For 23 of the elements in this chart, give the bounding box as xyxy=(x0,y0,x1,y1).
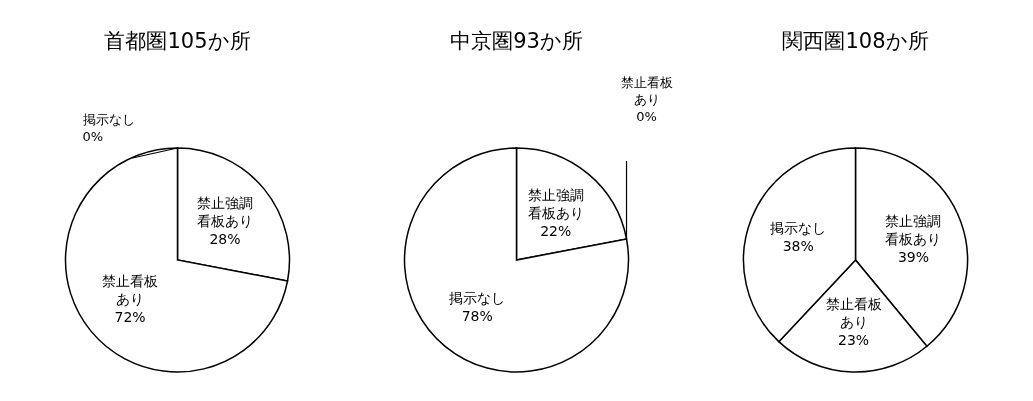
slice-label: 禁止強調看板あり xyxy=(196,194,253,229)
pie-slice xyxy=(403,147,630,373)
slice-label: 禁止強調看板あり xyxy=(527,186,584,221)
category-label: 掲示なし xyxy=(82,112,135,127)
slice-label: 掲示なし xyxy=(449,290,506,307)
data-label: 39% xyxy=(897,249,930,266)
chart-title: 中京圏93か所 xyxy=(450,29,583,53)
data-label: 72% xyxy=(114,309,146,326)
chart-title: 関西圏108か所 xyxy=(782,29,929,53)
chart-title: 首都圏105か所 xyxy=(104,29,251,53)
text: 0% xyxy=(82,129,104,144)
data-label: 38% xyxy=(782,238,814,255)
slice-label: 禁止強調看板あり xyxy=(885,213,942,248)
slice-label: 掲示なし xyxy=(770,220,827,237)
data-label: 23% xyxy=(838,331,870,348)
data-label: 78% xyxy=(461,308,493,325)
data-label: 28% xyxy=(209,230,241,247)
slice-label: 禁止看板あり xyxy=(102,273,159,308)
slice-label: 禁止看板あり xyxy=(825,295,882,330)
pie-slice xyxy=(64,147,289,373)
category-label: 禁止看板あり xyxy=(620,75,673,107)
text: 0% xyxy=(636,109,657,124)
data-label: 22% xyxy=(540,222,572,239)
